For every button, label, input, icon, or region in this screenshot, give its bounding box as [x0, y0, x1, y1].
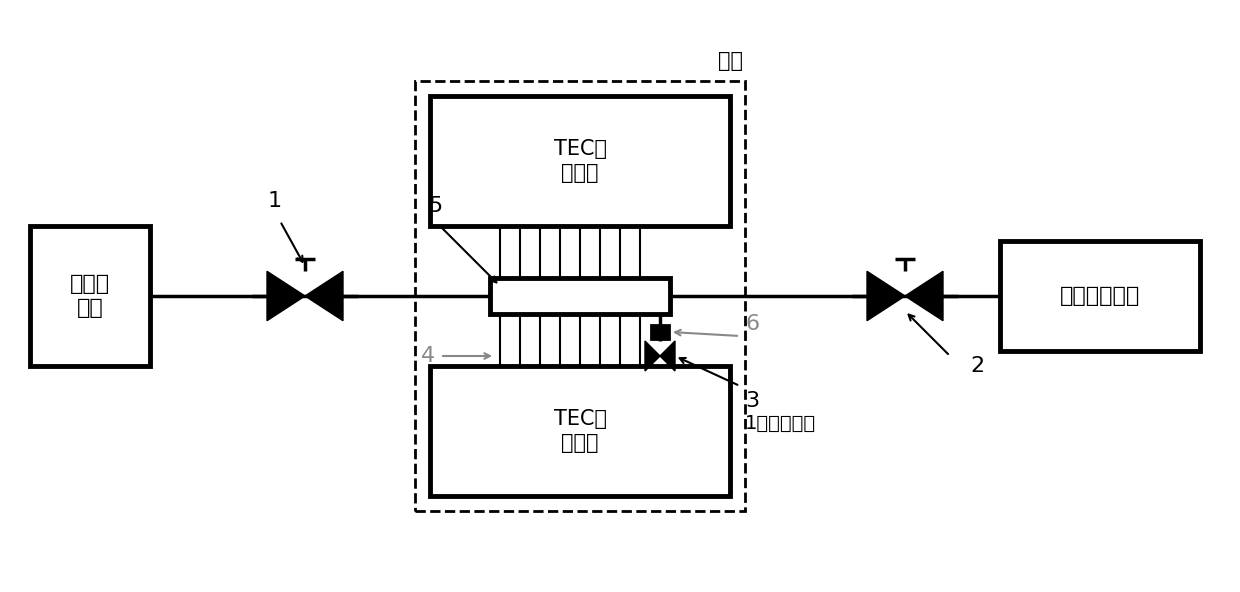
Polygon shape: [645, 341, 660, 371]
Polygon shape: [305, 271, 343, 321]
Text: 5: 5: [428, 196, 443, 216]
Text: 1号原子气室: 1号原子气室: [745, 414, 816, 433]
Text: TEC控
温系统: TEC控 温系统: [553, 410, 606, 453]
Text: 温箱: 温箱: [718, 51, 743, 71]
Text: 2: 2: [970, 356, 985, 376]
Text: 3: 3: [745, 391, 759, 411]
FancyBboxPatch shape: [651, 325, 670, 339]
Polygon shape: [660, 341, 675, 371]
Text: TEC控
温系统: TEC控 温系统: [553, 139, 606, 182]
FancyBboxPatch shape: [430, 366, 730, 496]
FancyBboxPatch shape: [430, 96, 730, 226]
FancyBboxPatch shape: [30, 226, 150, 366]
Text: 4: 4: [420, 346, 435, 366]
Bar: [415, 81, 745, 511]
Polygon shape: [867, 271, 905, 321]
FancyBboxPatch shape: [999, 241, 1200, 351]
Text: 充排气
系统: 充排气 系统: [69, 275, 110, 317]
Polygon shape: [267, 271, 305, 321]
FancyBboxPatch shape: [490, 278, 670, 314]
Text: 碱金属发生器: 碱金属发生器: [1060, 286, 1140, 306]
Text: 1: 1: [268, 191, 281, 211]
Polygon shape: [905, 271, 942, 321]
Text: 6: 6: [745, 314, 759, 334]
